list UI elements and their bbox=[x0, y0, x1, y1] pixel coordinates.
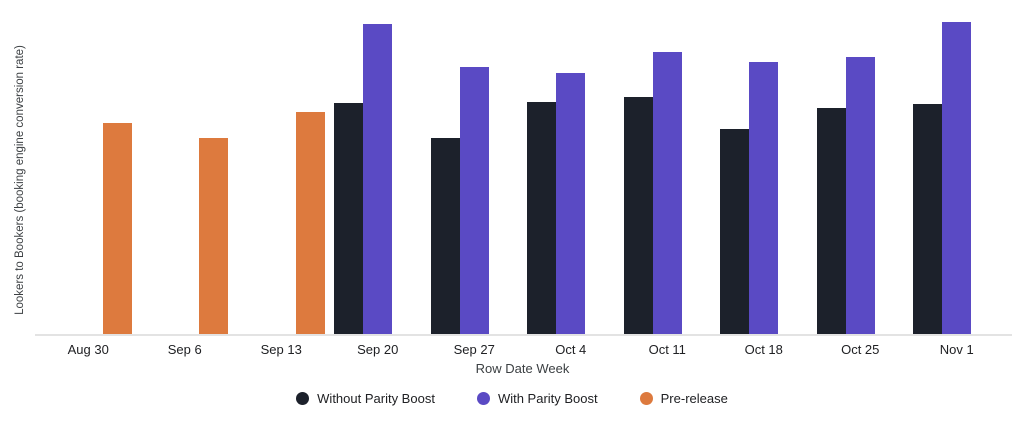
bar-with-parity-boost-oct-18[interactable] bbox=[749, 61, 779, 334]
x-tick-oct-4: Oct 4 bbox=[555, 342, 587, 357]
legend-label-without-parity-boost: Without Parity Boost bbox=[317, 391, 435, 406]
bar-slot-with-parity-boost-aug-30 bbox=[74, 10, 103, 334]
bar-with-parity-boost-nov-1[interactable] bbox=[942, 22, 972, 334]
bar-slot-pre-release-oct-25 bbox=[875, 10, 904, 334]
legend: Without Parity Boost With Parity Boost Pre… bbox=[0, 391, 1024, 406]
bar-with-parity-boost-oct-25[interactable] bbox=[845, 56, 875, 334]
bar-with-parity-boost-sep-20[interactable] bbox=[363, 23, 393, 334]
bar-with-parity-boost-oct-11[interactable] bbox=[652, 51, 682, 334]
x-tick-oct-18: Oct 18 bbox=[744, 342, 783, 357]
legend-item-without-parity-boost[interactable]: Without Parity Boost bbox=[296, 391, 435, 406]
bar-slot-pre-release-sep-27 bbox=[489, 10, 518, 334]
bar-with-parity-boost-oct-4[interactable] bbox=[556, 72, 586, 334]
bar-group-oct-25 bbox=[812, 10, 909, 334]
bar-slot-without-parity-boost-sep-27 bbox=[430, 10, 460, 334]
bar-without-parity-boost-nov-1[interactable] bbox=[913, 103, 943, 334]
x-tick-sep-6: Sep 6 bbox=[167, 342, 202, 357]
bar-group-oct-4 bbox=[523, 10, 620, 334]
plot-area bbox=[40, 10, 1005, 334]
bar-slot-without-parity-boost-nov-1 bbox=[913, 10, 943, 334]
bar-slot-pre-release-oct-18 bbox=[778, 10, 807, 334]
legend-item-pre-release[interactable]: Pre-release bbox=[639, 391, 728, 406]
bar-slot-with-parity-boost-oct-11 bbox=[652, 10, 682, 334]
bar-without-parity-boost-oct-4[interactable] bbox=[527, 101, 557, 334]
x-axis-line bbox=[35, 334, 1012, 336]
bar-group-sep-27 bbox=[426, 10, 523, 334]
bar-group-sep-6 bbox=[137, 10, 234, 334]
x-axis-title: Row Date Week bbox=[475, 361, 570, 376]
bar-without-parity-boost-oct-11[interactable] bbox=[623, 96, 653, 334]
legend-swatch-pre-release bbox=[639, 392, 653, 405]
legend-item-with-parity-boost[interactable]: With Parity Boost bbox=[476, 391, 598, 406]
bar-slot-with-parity-boost-sep-13 bbox=[267, 10, 296, 334]
legend-label-with-parity-boost: With Parity Boost bbox=[497, 391, 598, 406]
bar-slot-pre-release-sep-6 bbox=[199, 10, 229, 334]
x-tick-oct-25: Oct 25 bbox=[841, 342, 880, 357]
legend-swatch-with-parity-boost bbox=[476, 392, 490, 405]
bar-slot-pre-release-sep-13 bbox=[295, 10, 325, 334]
bar-slot-with-parity-boost-oct-18 bbox=[749, 10, 779, 334]
bar-pre-release-aug-30[interactable] bbox=[102, 122, 132, 334]
bar-slot-with-parity-boost-oct-4 bbox=[556, 10, 586, 334]
bar-slot-with-parity-boost-oct-25 bbox=[845, 10, 875, 334]
bar-group-oct-11 bbox=[619, 10, 716, 334]
legend-swatch-without-parity-boost bbox=[296, 392, 310, 405]
x-axis-ticks: Aug 30 Sep 6 Sep 13 Sep 20 Sep 27 Oct 4 Oct 11… bbox=[40, 342, 1005, 357]
bar-slot-without-parity-boost-sep-6 bbox=[141, 10, 170, 334]
bar-without-parity-boost-oct-18[interactable] bbox=[720, 128, 750, 334]
x-tick-oct-11: Oct 11 bbox=[648, 342, 686, 357]
x-tick-sep-20: Sep 20 bbox=[357, 342, 399, 357]
bar-slot-without-parity-boost-oct-11 bbox=[623, 10, 653, 334]
bar-slot-without-parity-boost-aug-30 bbox=[45, 10, 74, 334]
x-tick-sep-27: Sep 27 bbox=[453, 342, 495, 357]
bar-without-parity-boost-sep-27[interactable] bbox=[430, 137, 460, 334]
bar-group-aug-30 bbox=[40, 10, 137, 334]
bar-pre-release-sep-6[interactable] bbox=[199, 137, 229, 334]
bar-slot-with-parity-boost-sep-27 bbox=[459, 10, 489, 334]
bar-slot-without-parity-boost-sep-13 bbox=[238, 10, 267, 334]
bar-slot-pre-release-oct-11 bbox=[682, 10, 711, 334]
y-axis-label: Lookers to Bookers (booking engine conve… bbox=[14, 45, 26, 315]
x-tick-sep-13: Sep 13 bbox=[260, 342, 302, 357]
bar-slot-without-parity-boost-oct-4 bbox=[527, 10, 557, 334]
bar-group-sep-13 bbox=[233, 10, 330, 334]
bar-slot-without-parity-boost-oct-25 bbox=[816, 10, 846, 334]
bar-slot-with-parity-boost-nov-1 bbox=[942, 10, 972, 334]
x-tick-aug-30: Aug 30 bbox=[67, 342, 109, 357]
bar-slot-pre-release-nov-1 bbox=[971, 10, 1000, 334]
bar-slot-without-parity-boost-oct-18 bbox=[720, 10, 750, 334]
bar-with-parity-boost-sep-27[interactable] bbox=[459, 66, 489, 334]
legend-label-pre-release: Pre-release bbox=[660, 391, 728, 406]
bar-without-parity-boost-oct-25[interactable] bbox=[816, 107, 846, 334]
bar-slot-pre-release-sep-20 bbox=[392, 10, 421, 334]
bar-slot-pre-release-oct-4 bbox=[585, 10, 614, 334]
bar-slot-without-parity-boost-sep-20 bbox=[334, 10, 364, 334]
bar-without-parity-boost-sep-20[interactable] bbox=[334, 102, 364, 334]
bar-pre-release-sep-13[interactable] bbox=[295, 111, 325, 334]
x-tick-nov-1: Nov 1 bbox=[939, 342, 974, 357]
bar-group-oct-18 bbox=[716, 10, 813, 334]
bar-slot-pre-release-aug-30 bbox=[102, 10, 132, 334]
bar-slot-with-parity-boost-sep-6 bbox=[170, 10, 199, 334]
bar-group-sep-20 bbox=[330, 10, 427, 334]
bar-slot-with-parity-boost-sep-20 bbox=[363, 10, 393, 334]
bar-group-nov-1 bbox=[909, 10, 1006, 334]
